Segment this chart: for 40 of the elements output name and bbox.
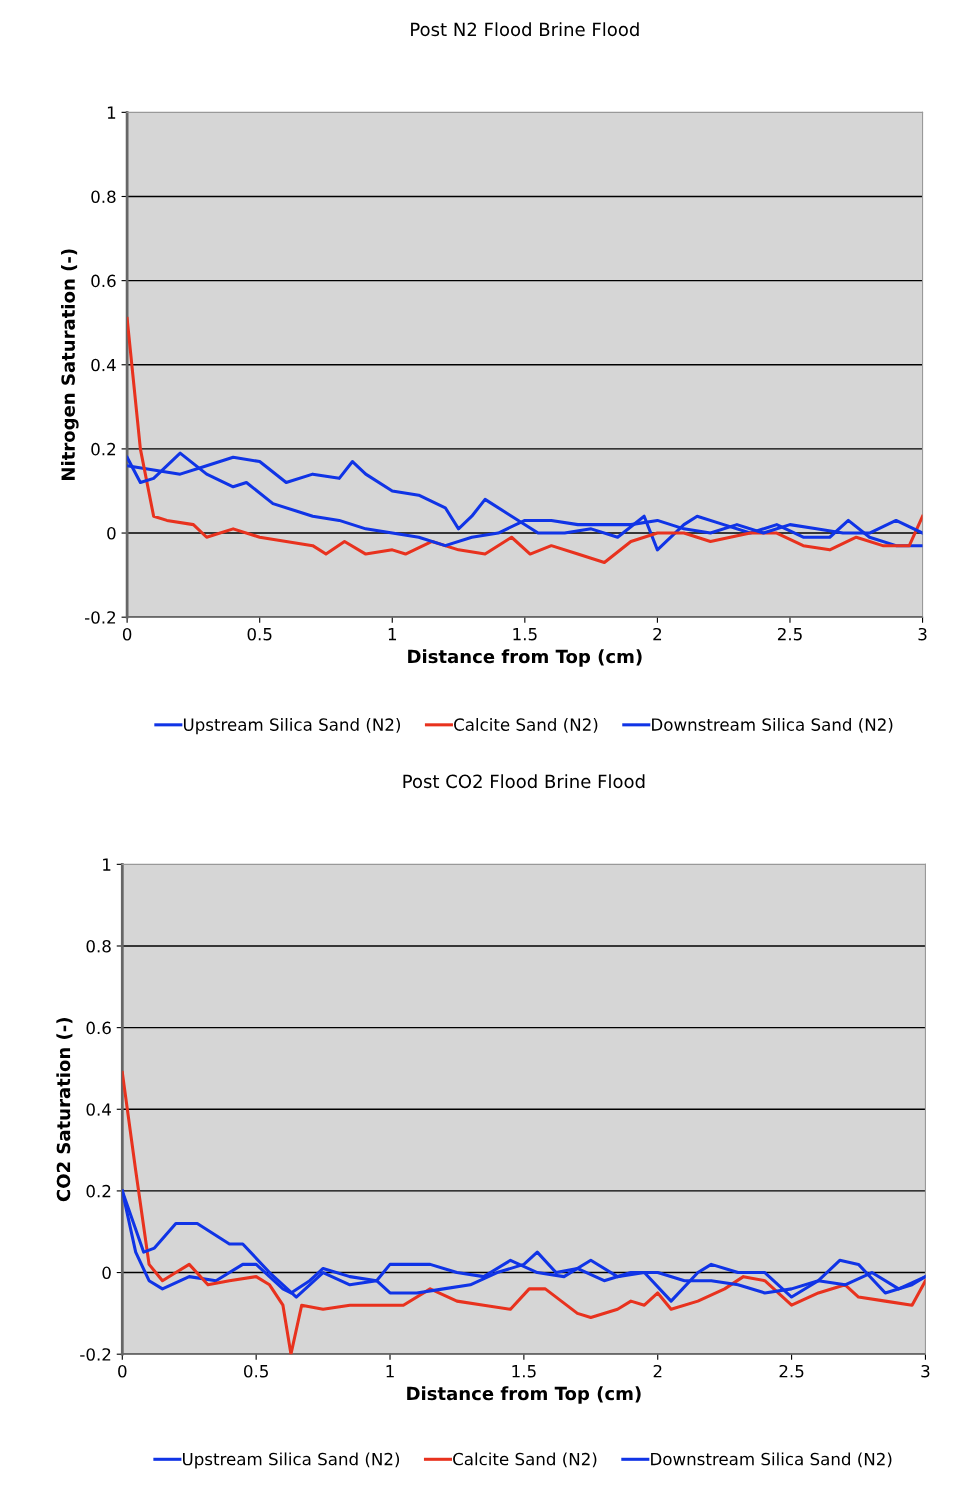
x-tick-label: 0 <box>118 1364 127 1378</box>
legend-label: Upstream Silica Sand (N2) <box>183 718 401 735</box>
y-tick-label: 1 <box>107 106 116 119</box>
x-tick-label: 1.5 <box>513 628 537 641</box>
legend-label: Calcite Sand (N2) <box>453 1452 597 1468</box>
x-axis-title: Distance from Top (cm) <box>408 649 642 667</box>
y-tick-label: 0.2 <box>91 442 116 456</box>
chart-title: Post CO2 Flood Brine Flood <box>403 774 645 789</box>
x-tick-label: 0.5 <box>244 1364 268 1378</box>
legend-label: Calcite Sand (N2) <box>454 718 598 733</box>
x-tick-label: 2 <box>653 1364 662 1378</box>
x-tick-label: 3 <box>918 627 927 641</box>
x-axis-title: Distance from Top (cm) <box>407 1386 641 1404</box>
x-tick-label: 3 <box>921 1364 930 1378</box>
y-tick-label: 0.8 <box>86 939 111 953</box>
y-tick-label: 0.2 <box>86 1184 111 1198</box>
y-axis-title: CO2 Saturation (-) <box>56 1018 73 1202</box>
y-tick-label: 0.8 <box>91 190 116 204</box>
x-tick-label: 0 <box>122 627 132 641</box>
y-tick-label: 1 <box>103 858 111 871</box>
chart-title: Post N2 Flood Brine Flood <box>411 22 639 37</box>
y-tick-label: 0.4 <box>91 358 116 372</box>
y-tick-label: 0.6 <box>91 274 116 288</box>
x-tick-label: 2.5 <box>779 1364 804 1378</box>
y-tick-label: 0 <box>102 1266 111 1280</box>
x-tick-label: 1.5 <box>512 1365 536 1378</box>
legend-label: Downstream Silica Sand (N2) <box>652 718 893 733</box>
x-tick-label: 2 <box>653 627 662 641</box>
y-tick-label: 0.6 <box>86 1021 111 1035</box>
legend-label: Downstream Silica Sand (N2) <box>651 1452 892 1468</box>
x-tick-label: 2.5 <box>777 627 802 641</box>
y-tick-label: 0 <box>107 527 116 540</box>
y-axis-title: Nitrogen Saturation (-) <box>61 249 79 480</box>
x-tick-label: 0.5 <box>247 627 272 641</box>
x-tick-label: 1 <box>386 1365 394 1378</box>
y-tick-label: -0.2 <box>80 1348 111 1361</box>
x-tick-label: 1 <box>388 628 397 641</box>
y-tick-label: 0.4 <box>86 1103 111 1116</box>
y-tick-label: -0.2 <box>85 611 116 624</box>
legend-label: Upstream Silica Sand (N2) <box>183 1452 400 1469</box>
